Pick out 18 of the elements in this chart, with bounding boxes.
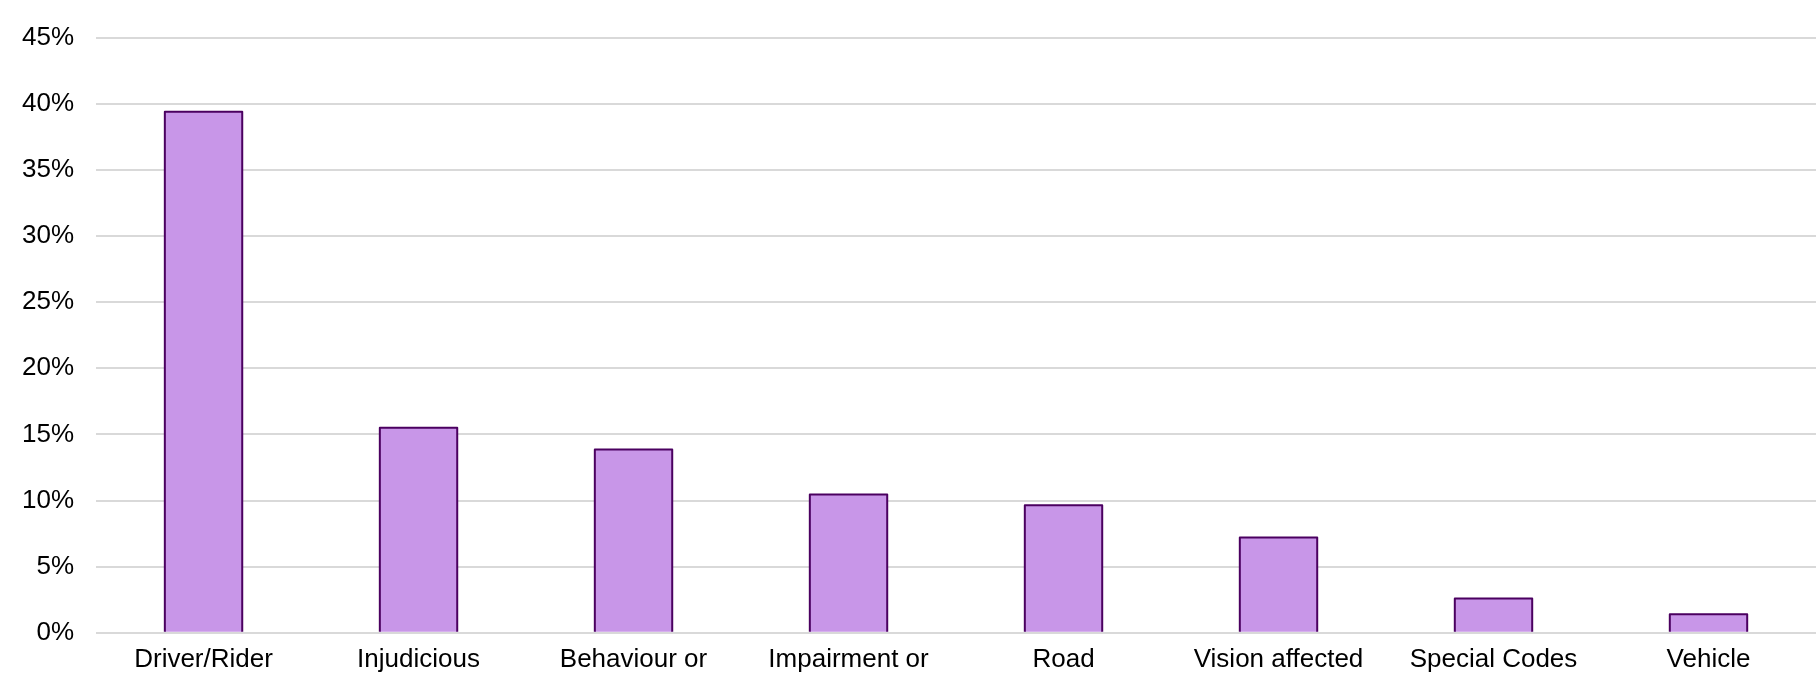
y-tick-label: 30% [21,219,75,250]
y-tick-label: 15% [21,417,75,448]
y-tick-label: 0% [36,615,75,646]
x-tick-label: Vision affected [1193,642,1364,673]
x-tick-label: Impairment or [768,642,930,673]
x-tick-label: Injudicious [357,642,480,673]
x-tick-label: Driver/Rider [134,642,274,673]
x-tick-label: Behaviour or [559,642,708,673]
y-tick-label: 25% [21,285,75,316]
y-tick-label: 20% [21,351,75,382]
y-tick-label: 35% [21,153,75,184]
x-tick-label: Road [1032,642,1095,673]
x-tick-label: Vehicle [1666,642,1751,673]
y-tick-label: 10% [21,483,75,514]
y-tick-label: 45% [21,20,75,51]
y-tick-label: 40% [21,86,75,117]
y-tick-label: 5% [36,549,75,580]
x-tick-label: Special Codes [1409,642,1578,673]
